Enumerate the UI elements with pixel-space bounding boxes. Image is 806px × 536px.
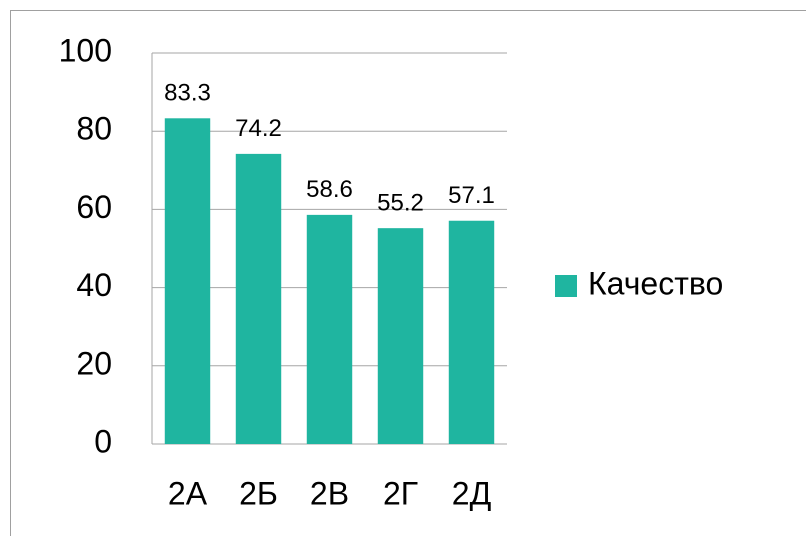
data-label: 74.2 (235, 115, 282, 142)
x-tick-label: 2Б (239, 475, 278, 511)
bar (448, 220, 495, 444)
bar (164, 118, 211, 444)
y-tick-label: 0 (94, 423, 112, 459)
data-label: 55.2 (377, 190, 424, 217)
x-tick-label: 2Д (452, 475, 492, 511)
legend-label: Качество (588, 265, 723, 301)
data-label: 83.3 (164, 80, 211, 107)
y-tick-label: 100 (59, 32, 112, 68)
y-tick-label: 80 (76, 111, 112, 147)
y-tick-label: 60 (76, 189, 112, 225)
data-label: 58.6 (306, 176, 353, 203)
x-tick-label: 2Г (383, 475, 418, 511)
x-tick-label: 2А (168, 475, 208, 511)
bar (306, 214, 353, 444)
bar (235, 153, 282, 445)
legend-swatch (555, 275, 577, 297)
bar (377, 228, 424, 444)
x-tick-label: 2В (310, 475, 349, 511)
y-tick-label: 40 (76, 267, 112, 303)
y-tick-label: 20 (76, 345, 112, 381)
data-label: 57.1 (448, 182, 495, 209)
